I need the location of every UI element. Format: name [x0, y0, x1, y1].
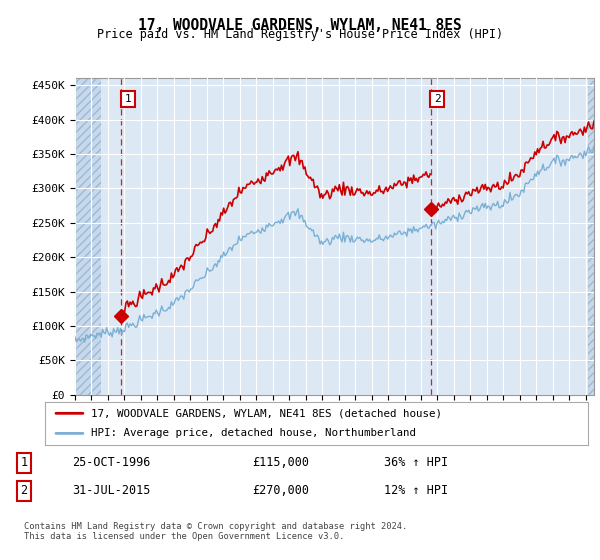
Text: £270,000: £270,000: [252, 484, 309, 497]
Text: 17, WOODVALE GARDENS, WYLAM, NE41 8ES (detached house): 17, WOODVALE GARDENS, WYLAM, NE41 8ES (d…: [91, 408, 442, 418]
Text: 1: 1: [20, 456, 28, 469]
Text: Price paid vs. HM Land Registry's House Price Index (HPI): Price paid vs. HM Land Registry's House …: [97, 28, 503, 41]
Text: 36% ↑ HPI: 36% ↑ HPI: [384, 456, 448, 469]
Text: 2: 2: [434, 94, 440, 104]
Text: 17, WOODVALE GARDENS, WYLAM, NE41 8ES: 17, WOODVALE GARDENS, WYLAM, NE41 8ES: [138, 18, 462, 33]
Text: 1: 1: [125, 94, 131, 104]
Polygon shape: [588, 78, 594, 395]
Text: 25-OCT-1996: 25-OCT-1996: [72, 456, 151, 469]
Text: Contains HM Land Registry data © Crown copyright and database right 2024.
This d: Contains HM Land Registry data © Crown c…: [24, 522, 407, 542]
Text: 12% ↑ HPI: 12% ↑ HPI: [384, 484, 448, 497]
Text: 2: 2: [20, 484, 28, 497]
Polygon shape: [75, 78, 101, 395]
Text: HPI: Average price, detached house, Northumberland: HPI: Average price, detached house, Nort…: [91, 428, 416, 438]
Text: 31-JUL-2015: 31-JUL-2015: [72, 484, 151, 497]
Text: £115,000: £115,000: [252, 456, 309, 469]
